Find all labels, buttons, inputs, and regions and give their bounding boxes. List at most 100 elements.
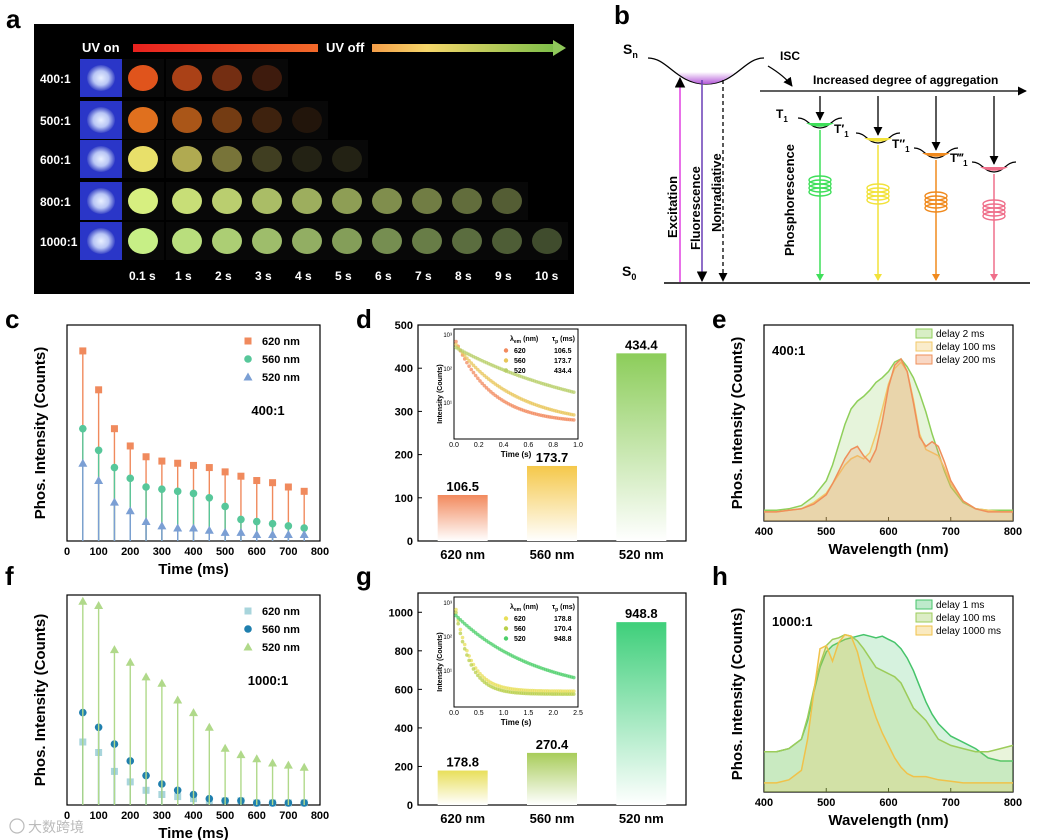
afterglow-sample xyxy=(412,188,442,214)
inset-x-tick-label: 0.6 xyxy=(524,442,534,449)
x-tick-label: 700 xyxy=(279,810,297,822)
chart-panel-g: g 0 200 400 600 800 1000 178.8 620 nm 270.4 560 nm… xyxy=(356,561,687,826)
data-point xyxy=(158,457,166,465)
triplet-potential-well xyxy=(797,117,843,129)
decay-point xyxy=(465,653,469,657)
inset-legend-tau: 948.8 xyxy=(554,636,572,643)
data-point xyxy=(189,489,198,498)
series-area xyxy=(764,634,1013,792)
inset-x-tick-label: 1.0 xyxy=(573,442,583,449)
x-axis-label: Wavelength (nm) xyxy=(828,812,948,829)
time-label: 0.1 s xyxy=(129,269,156,283)
series-area xyxy=(764,634,1013,792)
afterglow-sample xyxy=(212,107,242,133)
uv-on-label-bg xyxy=(76,38,124,56)
time-label: 7 s xyxy=(415,269,432,283)
decay-point xyxy=(460,635,465,640)
afterglow-sample xyxy=(128,188,158,214)
triplet-state-subscript: 1 xyxy=(783,115,788,124)
sample-frame-bg xyxy=(246,140,288,178)
x-tick-label: 500 xyxy=(216,810,234,822)
data-point xyxy=(244,625,252,633)
x-tick-label: 500 xyxy=(216,546,234,558)
decay-point xyxy=(458,627,463,632)
inset-y-tick-label: 10² xyxy=(443,367,452,373)
triplet-potential-well xyxy=(855,132,901,144)
afterglow-sample xyxy=(212,228,242,254)
inset-x-tick-label: 0.5 xyxy=(474,710,484,717)
afterglow-sample xyxy=(252,146,282,172)
sample-frame-bg xyxy=(286,101,328,139)
afterglow-sample xyxy=(452,188,482,214)
category-label: 620 nm xyxy=(440,547,485,562)
data-point xyxy=(110,463,119,472)
decay-point xyxy=(462,647,467,651)
sample-frame-bg xyxy=(326,140,368,178)
triplet-potential-well xyxy=(913,147,959,159)
category-label: 560 nm xyxy=(530,811,575,826)
data-point xyxy=(109,645,119,654)
x-axis-label: Wavelength (nm) xyxy=(828,541,948,558)
data-point xyxy=(283,530,293,539)
data-point xyxy=(237,515,245,524)
data-point xyxy=(205,494,214,502)
inset-legend-lambda: 560 xyxy=(514,626,526,633)
data-point xyxy=(173,487,182,496)
y-tick-label: 800 xyxy=(395,646,413,658)
decay-point xyxy=(572,413,576,417)
decay-point xyxy=(572,689,576,693)
decay-point xyxy=(478,379,482,383)
triplet-states: T1T′1T″1T‴1 xyxy=(776,96,1017,281)
inset-legend-tau: 178.8 xyxy=(554,616,572,623)
inset-legend-lambda: 520 xyxy=(514,368,526,375)
x-tick-label: 600 xyxy=(879,526,897,538)
dilution-label: 1000:1 xyxy=(40,235,78,249)
data-point xyxy=(252,517,261,526)
time-label: 9 s xyxy=(495,269,512,283)
x-tick-label: 100 xyxy=(89,810,107,822)
data-point xyxy=(205,464,213,472)
data-point xyxy=(189,523,198,532)
data-point xyxy=(141,672,151,681)
triplet-state-prime: ″ xyxy=(899,137,905,151)
data-point xyxy=(268,530,278,539)
x-tick-label: 200 xyxy=(121,546,139,558)
decay-point xyxy=(467,358,471,363)
dilution-label: 400:1 xyxy=(40,72,71,86)
x-tick-label: 200 xyxy=(121,810,139,822)
decay-point xyxy=(454,610,458,615)
triplet-state-label: T1 xyxy=(776,107,788,124)
data-point xyxy=(142,483,150,491)
decay-point xyxy=(454,342,458,347)
y-tick-label: 400 xyxy=(395,723,413,735)
y-tick-label: 300 xyxy=(395,406,413,418)
decay-point xyxy=(460,639,465,644)
x-tick-label: 400 xyxy=(755,526,773,538)
panel-label-g: g xyxy=(356,561,372,591)
inset-legend-tau: 106.5 xyxy=(554,348,572,355)
chart-panel-d: d 0 100 200 300 400 500 106.5 620 nm 173.7 560 nm 4… xyxy=(356,304,687,562)
inset-y-tick-label: 10² xyxy=(443,635,452,641)
decay-inset: 0.0 0.2 0.4 0.6 0.8 1.0 10³ 10² 10¹ Time (s) Inten… xyxy=(437,328,583,459)
x-tick-label: 0 xyxy=(64,546,70,558)
data-point xyxy=(173,695,183,704)
decay-point xyxy=(473,373,478,378)
decay-point xyxy=(454,339,458,344)
triplet-well-fill xyxy=(806,123,834,127)
time-label: 5 s xyxy=(335,269,352,283)
triplet-state-subscript: 1 xyxy=(844,130,849,139)
data-point xyxy=(244,607,252,615)
dilution-label: 600:1 xyxy=(40,153,71,167)
data-point xyxy=(158,485,166,493)
series-line xyxy=(764,633,1013,784)
afterglow-sample xyxy=(332,146,362,172)
legend-swatch xyxy=(915,612,933,623)
uv-on-sample xyxy=(87,65,115,91)
data-point xyxy=(269,479,277,487)
data-point xyxy=(78,458,88,467)
data-point xyxy=(252,530,262,539)
x-tick-label: 600 xyxy=(879,797,897,809)
afterglow-sample xyxy=(292,188,322,214)
bar-value-label: 270.4 xyxy=(536,737,569,752)
chart-panel-f: f 0 100 200 300 400 500 600 700 800 Phos. Intensit… xyxy=(5,561,329,840)
